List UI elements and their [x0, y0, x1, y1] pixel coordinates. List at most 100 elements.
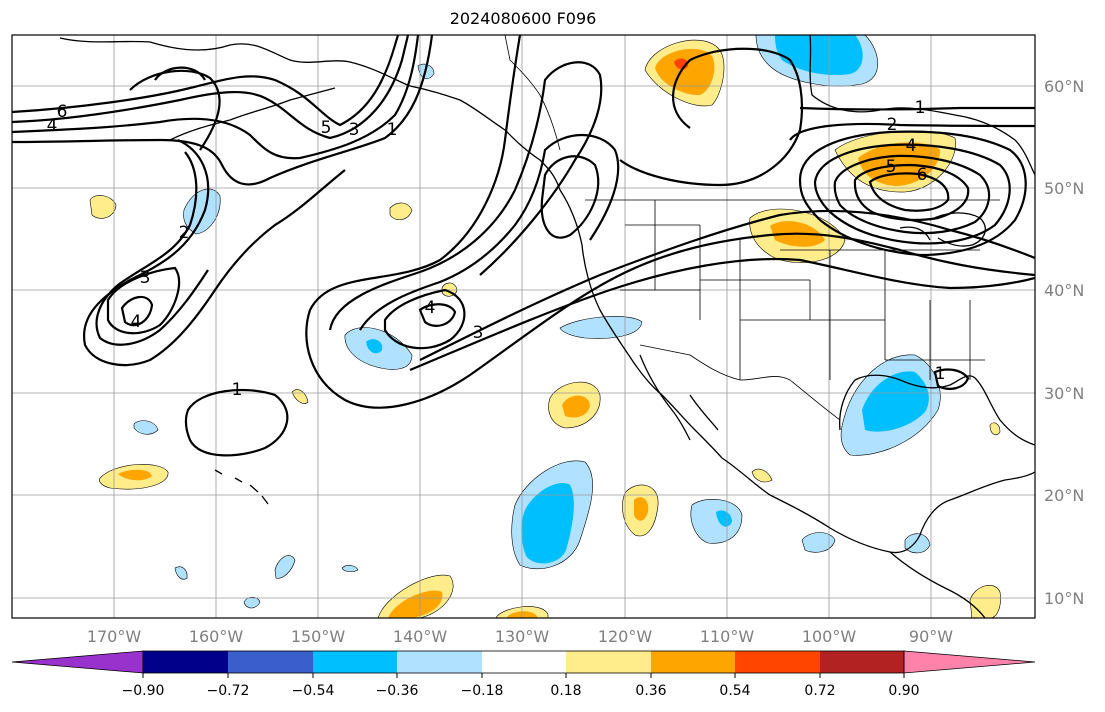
coastline-mexico [721, 457, 1035, 554]
latitude-label: 30°N [1044, 384, 1084, 403]
anomaly-blob-pos [751, 468, 773, 483]
contour-line [619, 47, 804, 187]
colorbar-segment [313, 651, 397, 673]
contour-line [120, 295, 154, 327]
anomaly-blob-neg [341, 565, 359, 573]
anomaly-blob-pos [562, 395, 590, 418]
anomaly-blob-neg [775, 35, 863, 76]
contour-label: 1 [387, 120, 398, 140]
contour-line [419, 209, 1035, 361]
contour-line [83, 138, 346, 367]
contour-line [409, 257, 1035, 372]
contour-line [799, 106, 1035, 111]
colorbar-tick-label: −0.72 [207, 683, 250, 699]
anomaly-blob-neg [862, 371, 929, 432]
anomaly-blob-pos [118, 469, 152, 481]
anomaly-blob-neg [183, 188, 221, 235]
latitude-axis: 60°N 50°N 40°N 30°N 20°N 10°N [1044, 77, 1084, 608]
coastline-layer [59, 35, 1035, 618]
contour-line [106, 266, 180, 335]
contour-line [383, 288, 466, 350]
anomaly-blob-neg [133, 420, 159, 435]
coastline-baja [639, 354, 719, 441]
longitude-label: 100°W [802, 627, 857, 646]
negative-anomaly-layer [133, 35, 941, 609]
border-us-mexico [639, 344, 841, 421]
anomaly-blob-pos [655, 48, 715, 96]
contour-label: 2 [179, 223, 190, 243]
latitude-label: 20°N [1044, 486, 1084, 505]
contour-line [129, 69, 221, 151]
contour-line [12, 35, 400, 127]
anomaly-blob-pos [388, 590, 443, 618]
contour-label: 1 [915, 98, 926, 118]
longitude-label: 90°W [909, 627, 953, 646]
contour-label: 4 [47, 116, 58, 136]
colorbar-under-triangle [11, 650, 144, 674]
colorbar-tick-label: 0.90 [888, 683, 919, 699]
contour-label: 3 [140, 268, 151, 288]
contour-line [328, 61, 603, 331]
colorbar-segment [651, 651, 735, 673]
map-title: 2024080600 F096 [449, 9, 597, 28]
coastline-alaska [59, 37, 561, 191]
anomaly-blob-pos [634, 497, 649, 521]
anomaly-blob-neg [716, 510, 732, 527]
contour-line [154, 66, 206, 81]
contour-label: 4 [906, 136, 917, 156]
coastline-west-coast [559, 189, 723, 459]
colorbar-segment [735, 651, 820, 673]
colorbar-outline [142, 650, 905, 674]
longitude-axis: 170°W 160°W 150°W 140°W 130°W 120°W 110°… [87, 627, 953, 646]
coastline-hawaii [214, 469, 269, 505]
contour-label: 3 [349, 120, 360, 140]
coastline-gulf [839, 374, 1035, 446]
contour-line [184, 388, 289, 457]
colorbar-tick-label: −0.18 [461, 683, 504, 699]
contour-label: 6 [57, 102, 68, 122]
anomaly-blob-neg [366, 339, 383, 354]
contour-label: 5 [886, 157, 897, 177]
latitude-label: 60°N [1044, 77, 1084, 96]
contour-label: 1 [232, 380, 243, 400]
contour-label: 5 [321, 118, 332, 138]
anomaly-blob-neg [690, 499, 743, 544]
anomaly-blob-neg [521, 482, 574, 564]
colorbar-segment [820, 651, 904, 673]
contour-line [12, 35, 434, 186]
contour-layer [12, 35, 1035, 457]
contour-label: 2 [887, 115, 898, 135]
anomaly-blob-neg [801, 532, 836, 553]
border-states [620, 200, 985, 380]
coastline-great-lakes [899, 212, 986, 247]
longitude-label: 150°W [291, 627, 346, 646]
contour-line [359, 133, 620, 331]
colorbar-tick-label: 0.36 [635, 683, 666, 699]
colorbar-segment [482, 651, 566, 673]
longitude-label: 130°W [495, 627, 550, 646]
contour-line [789, 122, 1035, 141]
colorbar-tick-label: 0.18 [550, 683, 581, 699]
contour-line [12, 35, 410, 140]
contour-line [868, 172, 950, 212]
latitude-label: 40°N [1044, 281, 1084, 300]
anomaly-blob-pos [989, 422, 1001, 436]
colorbar-segment [143, 651, 228, 673]
contour-line [12, 35, 420, 160]
anomaly-blob-pos [389, 202, 413, 220]
contour-line [833, 154, 991, 235]
colorbar-segment [566, 651, 651, 673]
contour-label: 6 [917, 165, 928, 185]
anomaly-blob-neg [174, 566, 188, 580]
coastline-alaska-south [169, 87, 336, 141]
contour-line [933, 368, 970, 390]
colorbar-over-triangle [903, 650, 1036, 674]
contour-line [95, 151, 209, 346]
anomaly-blob-neg [904, 533, 931, 554]
colorbar-tick-label: −0.90 [122, 683, 165, 699]
contour-line [853, 163, 970, 222]
anomaly-blob-neg [274, 555, 296, 579]
colorbar-tick-label: 0.54 [719, 683, 750, 699]
contour-label: 4 [131, 312, 142, 332]
